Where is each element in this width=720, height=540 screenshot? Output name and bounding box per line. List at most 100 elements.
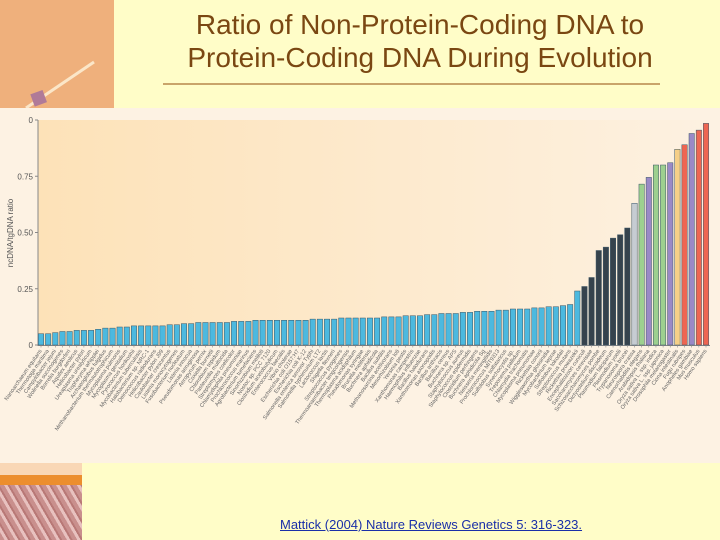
bar (274, 320, 280, 346)
bar (467, 312, 473, 346)
bar (617, 234, 624, 346)
ncdna-ratio-bar-chart: ncDNA/tgDNA ratio 00.750.500.250 Nanoarc… (0, 108, 720, 463)
bar (538, 307, 545, 346)
bar (488, 311, 495, 346)
bar (216, 322, 223, 346)
bar (181, 323, 187, 346)
bar (95, 329, 102, 346)
title-line-1: Ratio of Non-Protein-Coding DNA to (195, 9, 645, 40)
bar (681, 144, 688, 346)
y-tick-label: 0.25 (17, 285, 33, 294)
title-line-2: Protein-Coding DNA During Evolution (187, 42, 653, 73)
bar (109, 327, 116, 346)
bar (66, 331, 73, 346)
bar (660, 164, 667, 346)
bar (595, 250, 602, 346)
bar (202, 322, 209, 346)
bar (338, 317, 345, 346)
bar (152, 325, 159, 346)
bar (281, 320, 288, 346)
bar (567, 304, 574, 346)
footer-band-light (0, 463, 82, 475)
bar (481, 311, 488, 346)
bar (381, 316, 388, 346)
bar (52, 332, 59, 346)
bar (574, 290, 581, 346)
bar (474, 311, 481, 346)
bar (502, 309, 509, 346)
footer-pattern-image (0, 485, 82, 540)
bar (610, 237, 616, 346)
y-tick-label: 0.75 (17, 172, 33, 181)
bar (409, 315, 416, 346)
bar (459, 312, 466, 346)
bar (73, 330, 80, 346)
bar (688, 133, 695, 346)
bar (602, 246, 609, 346)
bar (388, 316, 395, 346)
bar (366, 317, 373, 346)
bar (131, 325, 137, 346)
bar (438, 313, 445, 346)
bar (524, 308, 531, 346)
bar (295, 320, 302, 346)
bar (445, 313, 452, 346)
y-tick-label: 0 (29, 341, 34, 350)
bar (302, 320, 309, 346)
bar (88, 330, 95, 346)
bar (652, 164, 659, 346)
dna-stick-icon (25, 60, 95, 110)
bar (266, 320, 273, 346)
bar (545, 306, 552, 346)
bar (102, 327, 109, 346)
corner-decoration (0, 0, 114, 110)
bar (552, 306, 559, 346)
bar (173, 324, 180, 346)
bar (517, 308, 524, 346)
bar (45, 333, 52, 346)
bar (324, 318, 330, 346)
bar (703, 123, 709, 346)
bar (374, 317, 381, 346)
bar (38, 333, 44, 346)
bar (667, 162, 674, 346)
bar (638, 183, 645, 346)
bar (138, 325, 145, 346)
bar (188, 323, 195, 346)
bar (588, 277, 595, 346)
bar (123, 326, 130, 346)
bar (159, 325, 166, 346)
bar (59, 331, 66, 346)
bar (245, 321, 252, 346)
slide-title: Ratio of Non-Protein-Coding DNA to Prote… (120, 8, 720, 74)
bar (195, 322, 202, 346)
bar (145, 325, 152, 346)
plot-area (38, 120, 710, 345)
bar (352, 317, 359, 346)
bar (631, 203, 638, 346)
citation-link[interactable]: Mattick (2004) Nature Reviews Genetics 5… (280, 517, 583, 532)
bar (288, 320, 295, 346)
bar (581, 286, 588, 346)
bar (259, 320, 266, 346)
bar (316, 318, 323, 346)
bar (252, 320, 259, 346)
bar (238, 321, 245, 346)
bar (424, 314, 431, 346)
y-tick-label: 0.50 (17, 229, 33, 238)
bar (509, 308, 516, 346)
bar (331, 318, 338, 346)
bar (452, 313, 459, 346)
footer-band-orange (0, 475, 82, 485)
bar (624, 227, 631, 346)
bar (402, 315, 409, 346)
bar (431, 314, 438, 346)
y-axis-label: ncDNA/tgDNA ratio (6, 198, 15, 267)
bar (209, 322, 216, 346)
bar (495, 309, 502, 346)
bar (80, 330, 87, 346)
bar (395, 316, 402, 346)
bar (695, 129, 702, 346)
bar (223, 322, 230, 346)
bar (645, 177, 652, 346)
